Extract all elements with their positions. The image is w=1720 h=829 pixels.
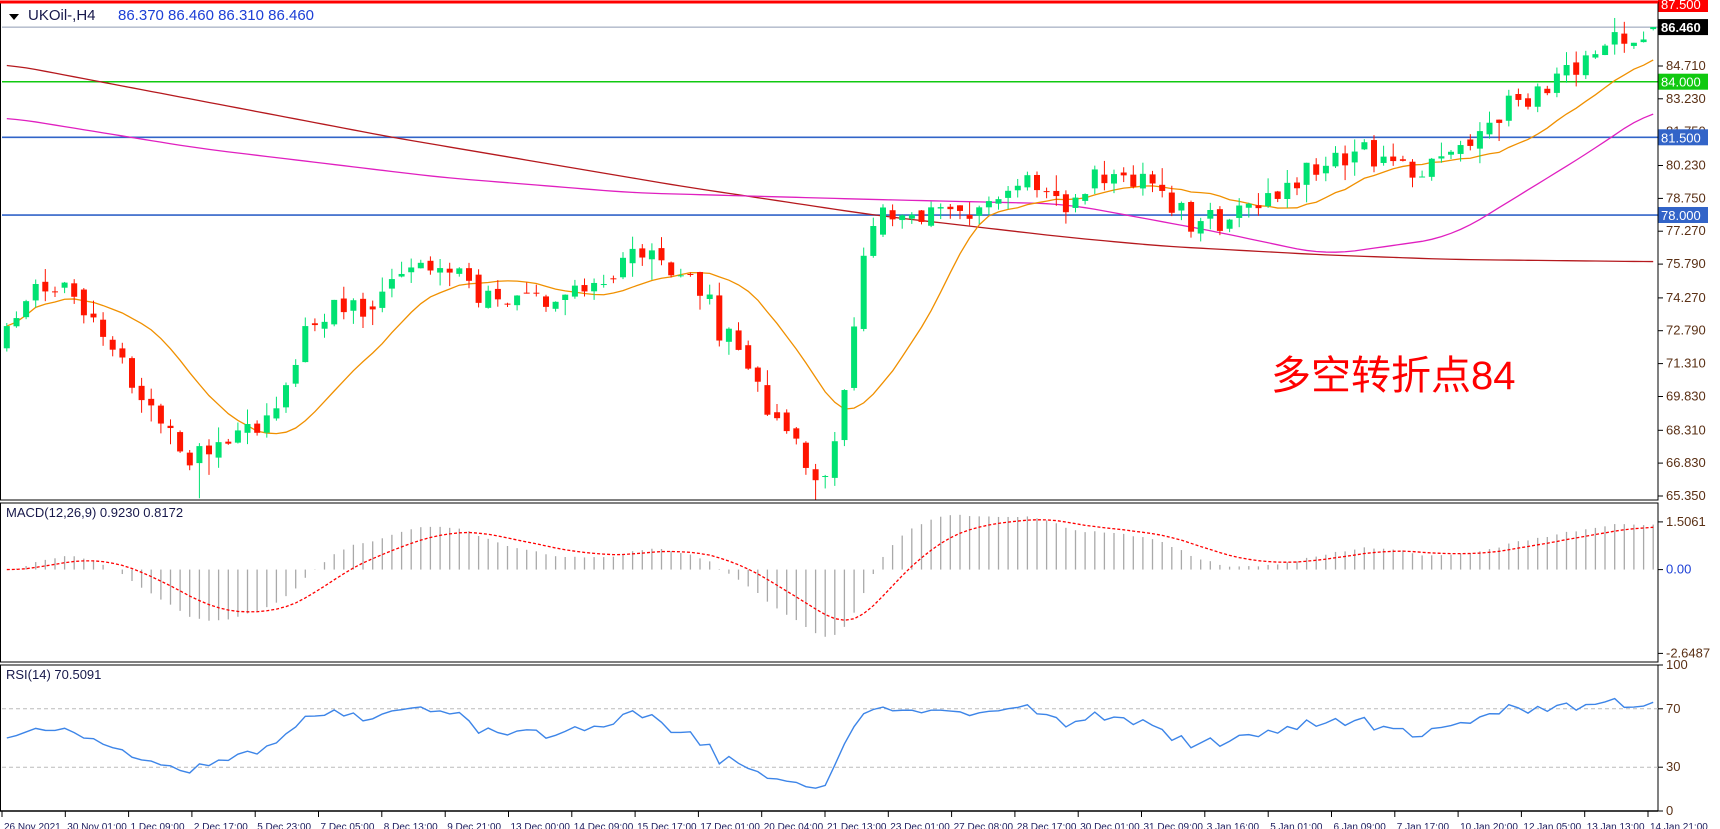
svg-text:31 Dec 09:00: 31 Dec 09:00 [1144, 822, 1204, 829]
svg-text:10 Jan 20:00: 10 Jan 20:00 [1460, 822, 1518, 829]
svg-text:9 Dec 21:00: 9 Dec 21:00 [447, 822, 501, 829]
svg-text:74.270: 74.270 [1666, 290, 1706, 305]
svg-text:81.500: 81.500 [1661, 130, 1701, 145]
svg-text:78.000: 78.000 [1661, 208, 1701, 223]
svg-text:12 Jan 05:00: 12 Jan 05:00 [1523, 822, 1581, 829]
svg-text:7 Dec 05:00: 7 Dec 05:00 [321, 822, 375, 829]
svg-text:68.310: 68.310 [1666, 422, 1706, 437]
svg-text:72.790: 72.790 [1666, 323, 1706, 338]
svg-text:5 Dec 23:00: 5 Dec 23:00 [257, 822, 311, 829]
svg-text:65.350: 65.350 [1666, 488, 1706, 503]
svg-text:1.5061: 1.5061 [1666, 514, 1706, 529]
svg-text:30 Nov 01:00: 30 Nov 01:00 [67, 822, 127, 829]
svg-text:69.830: 69.830 [1666, 389, 1706, 404]
svg-text:75.790: 75.790 [1666, 256, 1706, 271]
svg-text:2 Dec 17:00: 2 Dec 17:00 [194, 822, 248, 829]
svg-text:66.830: 66.830 [1666, 455, 1706, 470]
svg-text:100: 100 [1666, 657, 1688, 672]
svg-text:80.230: 80.230 [1666, 158, 1706, 173]
svg-text:23 Dec 01:00: 23 Dec 01:00 [890, 822, 950, 829]
svg-text:7 Jan 17:00: 7 Jan 17:00 [1397, 822, 1450, 829]
svg-text:14 Jan 21:00: 14 Jan 21:00 [1650, 822, 1708, 829]
svg-text:1 Dec 09:00: 1 Dec 09:00 [131, 822, 185, 829]
svg-text:RSI(14) 70.5091: RSI(14) 70.5091 [6, 667, 101, 682]
svg-text:UKOil-,H4: UKOil-,H4 [28, 7, 96, 24]
svg-text:28 Dec 17:00: 28 Dec 17:00 [1017, 822, 1077, 829]
svg-text:86.370 86.460 86.310 86.460: 86.370 86.460 86.310 86.460 [118, 7, 314, 24]
svg-text:70: 70 [1666, 701, 1680, 716]
svg-text:84.710: 84.710 [1666, 58, 1706, 73]
svg-text:84.000: 84.000 [1661, 75, 1701, 90]
svg-text:0.00: 0.00 [1666, 562, 1691, 577]
svg-text:5 Jan 01:00: 5 Jan 01:00 [1270, 822, 1323, 829]
svg-text:MACD(12,26,9) 0.9230 0.8172: MACD(12,26,9) 0.9230 0.8172 [6, 505, 183, 520]
svg-text:77.270: 77.270 [1666, 223, 1706, 238]
svg-text:15 Dec 17:00: 15 Dec 17:00 [637, 822, 697, 829]
svg-text:78.750: 78.750 [1666, 190, 1706, 205]
svg-text:3 Jan 16:00: 3 Jan 16:00 [1207, 822, 1260, 829]
svg-text:13 Dec 00:00: 13 Dec 00:00 [511, 822, 571, 829]
svg-text:多空转折点84: 多空转折点84 [1271, 354, 1516, 398]
svg-text:83.230: 83.230 [1666, 91, 1706, 106]
svg-text:20 Dec 04:00: 20 Dec 04:00 [764, 822, 824, 829]
svg-text:21 Dec 13:00: 21 Dec 13:00 [827, 822, 887, 829]
svg-text:30: 30 [1666, 759, 1680, 774]
svg-text:30 Dec 01:00: 30 Dec 01:00 [1080, 822, 1140, 829]
svg-text:27 Dec 08:00: 27 Dec 08:00 [954, 822, 1014, 829]
svg-text:14 Dec 09:00: 14 Dec 09:00 [574, 822, 634, 829]
svg-text:0: 0 [1666, 803, 1673, 818]
svg-text:17 Dec 01:00: 17 Dec 01:00 [700, 822, 760, 829]
svg-text:71.310: 71.310 [1666, 356, 1706, 371]
svg-text:26 Nov 2021: 26 Nov 2021 [4, 822, 61, 829]
svg-text:86.460: 86.460 [1661, 20, 1701, 35]
svg-text:6 Jan 09:00: 6 Jan 09:00 [1334, 822, 1387, 829]
svg-text:87.500: 87.500 [1661, 0, 1701, 12]
svg-text:13 Jan 13:00: 13 Jan 13:00 [1587, 822, 1645, 829]
svg-text:8 Dec 13:00: 8 Dec 13:00 [384, 822, 438, 829]
